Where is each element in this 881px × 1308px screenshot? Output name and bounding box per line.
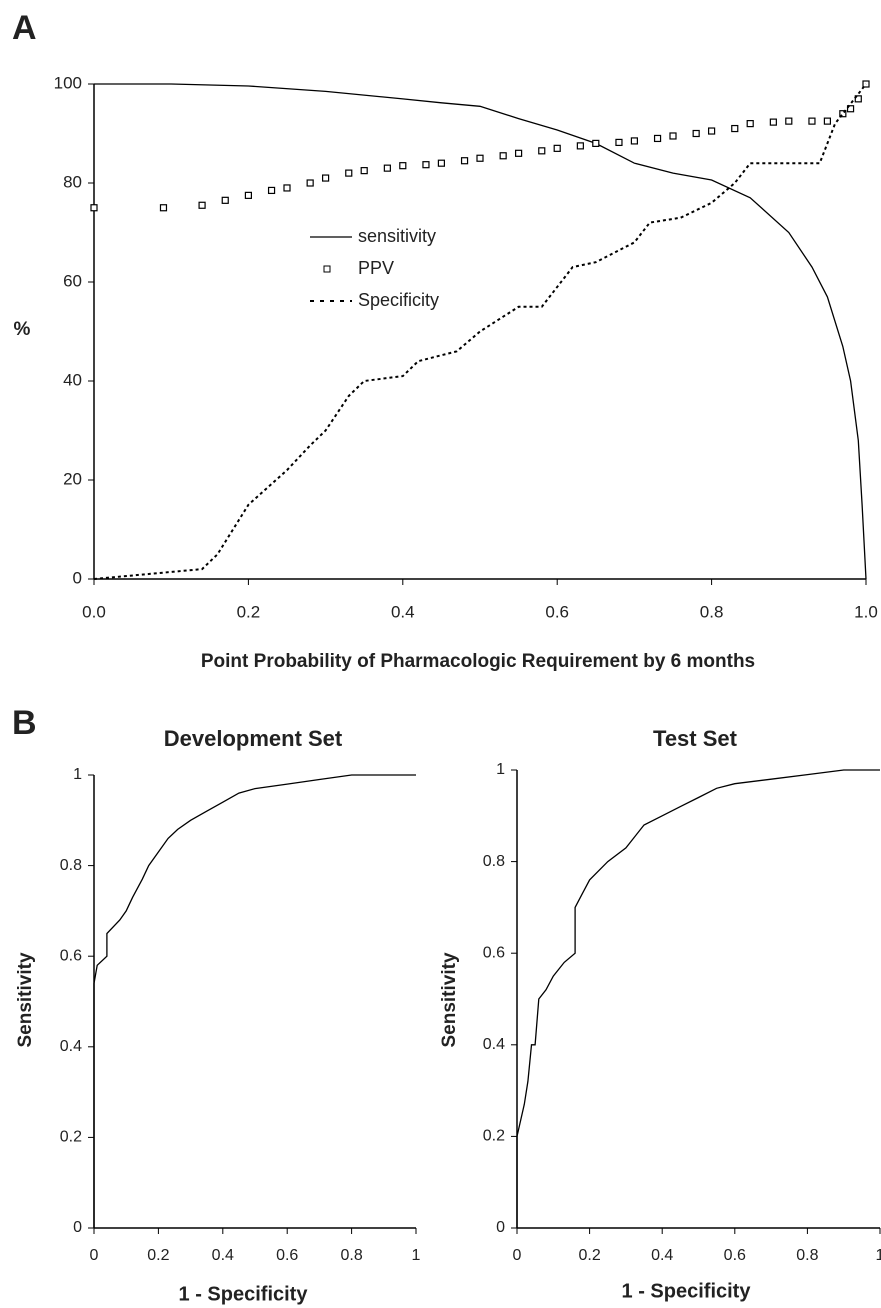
x-tick-label: 0.0 — [82, 602, 106, 621]
ppv-marker — [615, 138, 623, 147]
x-tick-label: 0.4 — [651, 1247, 673, 1264]
legend-label: Specificity — [358, 290, 439, 310]
data-line — [93, 83, 867, 580]
ppv-marker — [476, 154, 484, 162]
ppv-marker — [514, 149, 523, 157]
chart-title: Development Set — [164, 726, 343, 751]
y-tick-label: 80 — [63, 172, 82, 191]
x-tick-label: 1 — [876, 1247, 881, 1264]
ppv-marker — [399, 162, 407, 170]
ppv-marker — [198, 201, 206, 209]
ppv-marker — [808, 117, 816, 125]
ppv-marker — [437, 159, 445, 167]
y-tick-label: 20 — [63, 469, 82, 488]
data-line — [516, 769, 880, 1228]
ppv-marker — [553, 144, 561, 152]
x-axis-label: 1 - Specificity — [179, 1283, 309, 1305]
x-tick-label: 0.6 — [545, 602, 569, 621]
ppv-marker — [576, 142, 584, 150]
x-tick-label: 0.8 — [796, 1247, 818, 1264]
x-tick-label: 0.8 — [700, 602, 724, 621]
y-axis-label: % — [14, 319, 31, 340]
x-tick-label: 0.2 — [578, 1247, 600, 1264]
x-axis-label: 1 - Specificity — [622, 1280, 752, 1302]
y-tick-label: 0.8 — [483, 853, 505, 870]
y-tick-label: 0.4 — [60, 1038, 82, 1055]
ppv-marker — [630, 137, 639, 145]
y-axis-label: Sensitivity — [15, 952, 36, 1047]
x-axis-label: Point Probability of Pharmacologic Requi… — [201, 651, 755, 672]
data-line — [93, 774, 416, 1228]
ppv-marker — [306, 179, 314, 187]
ppv-marker — [746, 119, 754, 128]
ppv-marker — [692, 129, 700, 138]
ppv-marker — [360, 167, 368, 175]
panel-label: A — [12, 9, 37, 47]
x-tick-label: 0 — [90, 1247, 99, 1264]
y-axis-label: Sensitivity — [439, 952, 460, 1047]
y-tick-label: 1 — [496, 761, 505, 778]
panel-label: B — [12, 704, 37, 742]
y-tick-label: 40 — [63, 370, 82, 389]
ppv-marker — [460, 157, 469, 165]
ppv-marker — [383, 164, 391, 172]
y-tick-label: 0.4 — [483, 1036, 505, 1053]
ppv-marker — [283, 184, 291, 192]
x-tick-label: 0.6 — [276, 1247, 298, 1264]
x-tick-label: 0 — [513, 1247, 522, 1264]
x-tick-label: 1.0 — [854, 602, 878, 621]
x-tick-label: 0.8 — [340, 1247, 362, 1264]
legend-marker — [323, 265, 331, 273]
ppv-marker — [839, 110, 847, 118]
ppv-marker — [345, 169, 353, 177]
ppv-marker — [244, 191, 252, 199]
y-tick-label: 0.6 — [60, 947, 82, 964]
chart-title: Test Set — [653, 726, 738, 751]
y-tick-label: 0.2 — [60, 1129, 82, 1146]
ppv-marker — [854, 95, 862, 103]
ppv-marker — [653, 134, 662, 143]
y-tick-label: 0.2 — [483, 1128, 505, 1145]
ppv-marker — [538, 147, 546, 155]
ppv-marker — [159, 204, 168, 212]
x-tick-label: 0.2 — [147, 1247, 169, 1264]
ppv-marker — [785, 117, 793, 125]
ppv-marker — [221, 196, 229, 204]
x-tick-label: 0.4 — [212, 1247, 234, 1264]
legend-label: PPV — [358, 258, 394, 278]
ppv-marker — [731, 124, 739, 133]
ppv-marker — [823, 117, 832, 125]
legend-label: sensitivity — [358, 226, 436, 246]
y-tick-label: 0 — [73, 568, 82, 587]
ppv-marker — [769, 118, 777, 126]
ppv-marker — [322, 174, 330, 182]
ppv-marker — [90, 204, 98, 212]
y-tick-label: 0.8 — [60, 857, 82, 874]
ppv-marker — [267, 186, 276, 195]
x-tick-label: 0.2 — [237, 602, 261, 621]
y-tick-label: 0 — [496, 1219, 505, 1236]
ppv-marker — [846, 105, 855, 113]
y-tick-label: 100 — [54, 73, 82, 92]
y-tick-label: 1 — [73, 766, 82, 783]
ppv-marker — [499, 152, 507, 160]
ppv-marker — [669, 132, 677, 140]
y-tick-label: 60 — [63, 271, 82, 290]
x-tick-label: 1 — [412, 1247, 421, 1264]
data-line — [94, 83, 867, 580]
y-tick-label: 0.6 — [483, 944, 505, 961]
x-tick-label: 0.4 — [391, 602, 415, 621]
ppv-marker — [592, 139, 600, 147]
x-tick-label: 0.6 — [724, 1247, 746, 1264]
ppv-marker — [422, 161, 430, 169]
ppv-marker — [707, 127, 716, 135]
y-tick-label: 0 — [73, 1219, 82, 1236]
